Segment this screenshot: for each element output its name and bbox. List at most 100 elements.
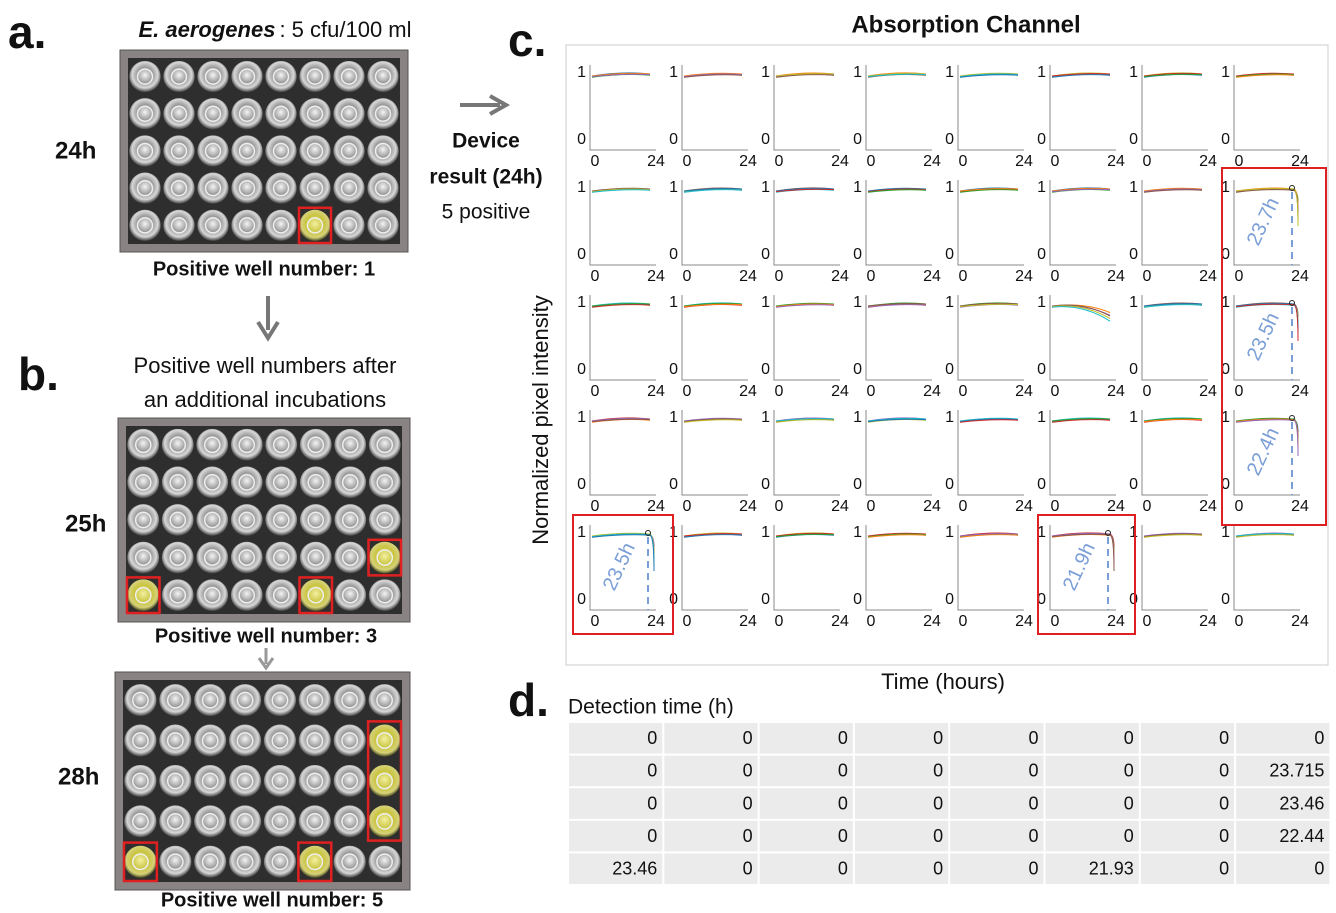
y-tick-label: 1 [1129,64,1138,81]
x-tick-label: 0 [867,383,876,400]
well [369,765,401,797]
well [159,805,191,837]
axes [682,410,748,495]
y-tick-label: 1 [669,409,678,426]
well [127,429,159,461]
organism: E. aerogenes [138,17,275,42]
table-value: 0 [1219,826,1229,846]
x-tick-label: 24 [1291,498,1309,515]
well [124,805,156,837]
table-value: 0 [838,858,848,878]
x-tick-label: 24 [1015,153,1033,170]
x-tick-label: 0 [1051,613,1060,630]
table-value: 22.44 [1279,826,1324,846]
y-tick-label: 0 [1037,246,1046,263]
table-value: 0 [1314,728,1324,748]
axes [1234,65,1300,150]
table-value: 0 [1028,793,1038,813]
y-tick-label: 1 [853,179,862,196]
x-tick-label: 24 [647,498,665,515]
x-tick-label: 24 [739,498,757,515]
table-value: 0 [743,826,753,846]
x-tick-label: 24 [1199,498,1217,515]
x-tick-label: 24 [1291,613,1309,630]
well [265,429,297,461]
well [197,98,228,129]
well [229,684,261,716]
y-tick-label: 0 [761,476,770,493]
x-tick-label: 0 [959,268,968,285]
y-tick-label: 1 [1221,64,1230,81]
concentration: : 5 cfu/100 ml [279,17,411,42]
x-tick-label: 0 [683,498,692,515]
y-tick-label: 1 [945,294,954,311]
y-tick-label: 0 [577,476,586,493]
table-value: 0 [647,793,657,813]
well [299,725,331,757]
well [162,504,194,536]
well [229,805,261,837]
x-tick-label: 0 [775,153,784,170]
well [196,504,228,536]
detection-label: 23.5h [599,539,640,594]
x-tick-label: 0 [1143,498,1152,515]
well [265,579,297,611]
well [264,765,296,797]
x-tick-label: 0 [591,153,600,170]
table-value: 0 [1219,793,1229,813]
well [367,135,398,166]
y-tick-label: 1 [761,524,770,541]
time-label: 25h [65,510,106,537]
arrow [258,296,278,338]
x-tick-label: 24 [831,498,849,515]
axes [774,295,840,380]
well [369,504,401,536]
axes [1050,180,1116,265]
well [299,846,331,878]
device-text: Device [452,130,520,153]
x-tick-label: 0 [683,153,692,170]
y-tick-label: 0 [1129,361,1138,378]
arrow [259,648,273,668]
well [333,61,364,92]
x-tick-label: 0 [1235,383,1244,400]
table-value: 0 [1219,858,1229,878]
x-tick-label: 0 [1143,613,1152,630]
well [265,98,296,129]
well [231,173,262,204]
axes [866,180,932,265]
y-tick-label: 1 [761,64,770,81]
y-tick-label: 0 [1129,131,1138,148]
y-tick-label: 0 [577,131,586,148]
axes [774,410,840,495]
well [334,579,366,611]
y-tick-label: 0 [1037,361,1046,378]
y-tick-label: 0 [577,246,586,263]
well [127,504,159,536]
device-text: 5 positive [442,201,531,224]
well [369,846,401,878]
y-tick-label: 1 [669,64,678,81]
axes [866,410,932,495]
time-label: 28h [58,763,99,790]
well [231,429,263,461]
y-tick-label: 1 [577,409,586,426]
y-tick-label: 1 [1037,64,1046,81]
well [299,805,331,837]
well [124,725,156,757]
y-tick-label: 1 [761,409,770,426]
table-value: 0 [647,728,657,748]
y-tick-label: 1 [1037,294,1046,311]
y-tick-label: 0 [945,476,954,493]
y-tick-label: 0 [945,246,954,263]
table-value: 0 [1028,761,1038,781]
table-value: 0 [1124,761,1134,781]
well [194,805,226,837]
table-title: Detection time (h) [568,696,734,719]
x-tick-label: 24 [1199,383,1217,400]
x-tick-label: 0 [591,268,600,285]
well [129,61,160,92]
x-tick-label: 24 [739,613,757,630]
well [369,542,401,574]
well [231,135,262,166]
